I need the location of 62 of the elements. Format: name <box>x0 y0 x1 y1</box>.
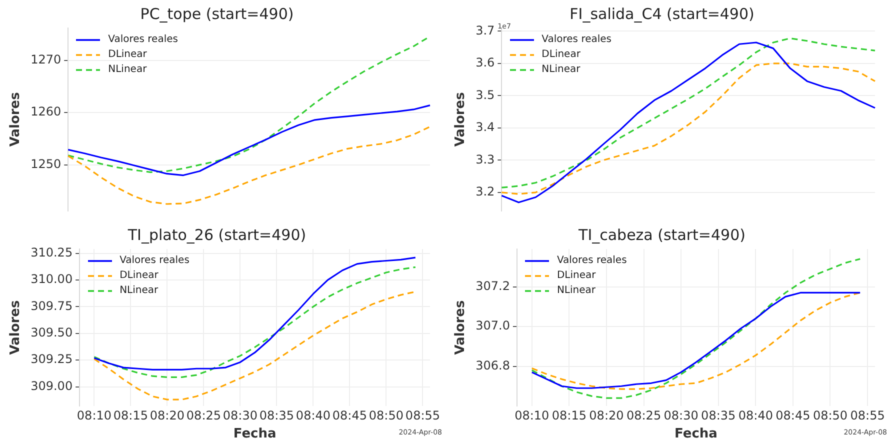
x-tick-label: 08:30 <box>222 408 258 422</box>
legend-label: NLinear <box>120 284 158 298</box>
legend-label: NLinear <box>556 284 596 298</box>
y-tick-label: 309.25 <box>30 352 73 366</box>
y-tick-label: 1250 <box>30 156 62 171</box>
x-tick-label: 08:15 <box>113 408 148 422</box>
chart-title: FI_salida_C4 (start=490) <box>570 4 754 23</box>
x-tick-label: 08:10 <box>514 408 550 422</box>
legend-label: Valores reales <box>108 33 178 47</box>
x-tick-label: 08:45 <box>332 408 368 422</box>
y-tick-label: 309.75 <box>30 298 73 313</box>
y-axis-title: Valores <box>453 300 468 355</box>
x-tick-label: 08:20 <box>589 408 624 422</box>
x-tick-label: 08:50 <box>368 408 404 422</box>
x-tick-label: 08:15 <box>552 408 586 422</box>
legend-label: NLinear <box>542 63 580 77</box>
y-tick-label: 3.2 <box>476 184 495 199</box>
x-tick-label: 08:20 <box>150 408 184 422</box>
y-tick-label: 3.3 <box>476 152 495 166</box>
x-tick-label: 08:25 <box>626 408 662 422</box>
x-tick-label: 08:10 <box>76 408 112 422</box>
y-tick-label: 307.0 <box>476 318 510 333</box>
chart-title: TI_cabeza (start=490) <box>578 226 746 244</box>
line-series <box>500 62 876 195</box>
legend-label: Valores reales <box>542 33 612 47</box>
legend-label: DLinear <box>542 48 580 62</box>
x-axis-title: Fecha <box>674 426 718 442</box>
x-tick-label: 08:55 <box>405 408 440 422</box>
y-tick-label: 1270 <box>30 52 62 67</box>
y-axis-title: Valores <box>8 92 24 147</box>
x-tick-label: 08:25 <box>186 408 222 422</box>
x-tick-label: 08:35 <box>259 408 294 422</box>
x-tick-label: 08:50 <box>812 408 848 422</box>
y-axis-title: Valores <box>453 92 468 147</box>
y-tick-label: 306.8 <box>476 358 510 372</box>
x-tick-label: 08:40 <box>738 408 773 422</box>
x-tick-label: 08:40 <box>296 408 331 422</box>
y-tick-label: 310.25 <box>30 245 73 260</box>
y-tick-label: 307.2 <box>476 278 510 293</box>
legend-label: DLinear <box>556 269 596 283</box>
x-tick-label: 08:55 <box>850 408 885 422</box>
y-tick-label: 309.50 <box>30 326 73 340</box>
y-tick-label: 3.4 <box>476 120 495 134</box>
legend-label: DLinear <box>120 269 158 283</box>
x-tick-label: 08:30 <box>664 408 698 422</box>
y-tick-label: 3.5 <box>476 88 495 102</box>
line-series <box>67 126 431 205</box>
x-tick-label: 08:45 <box>776 408 810 422</box>
y-tick-label: 1260 <box>30 104 62 119</box>
y-tick-label: 3.7 <box>476 23 495 38</box>
chart-title: PC_tope (start=490) <box>140 4 294 23</box>
chart-title: TI_plato_26 (start=490) <box>126 226 306 244</box>
legend-label: Valores reales <box>120 254 190 268</box>
y-tick-label: 309.00 <box>30 378 73 393</box>
y-axis-title: Valores <box>8 300 24 355</box>
legend-label: Valores reales <box>556 254 627 268</box>
legend-label: DLinear <box>108 48 147 62</box>
legend-label: NLinear <box>108 63 147 77</box>
y-tick-label: 310.00 <box>30 272 73 286</box>
y-tick-label: 3.6 <box>476 56 495 70</box>
x-axis-title: Fecha <box>233 426 276 442</box>
x-tick-label: 08:35 <box>701 408 736 422</box>
